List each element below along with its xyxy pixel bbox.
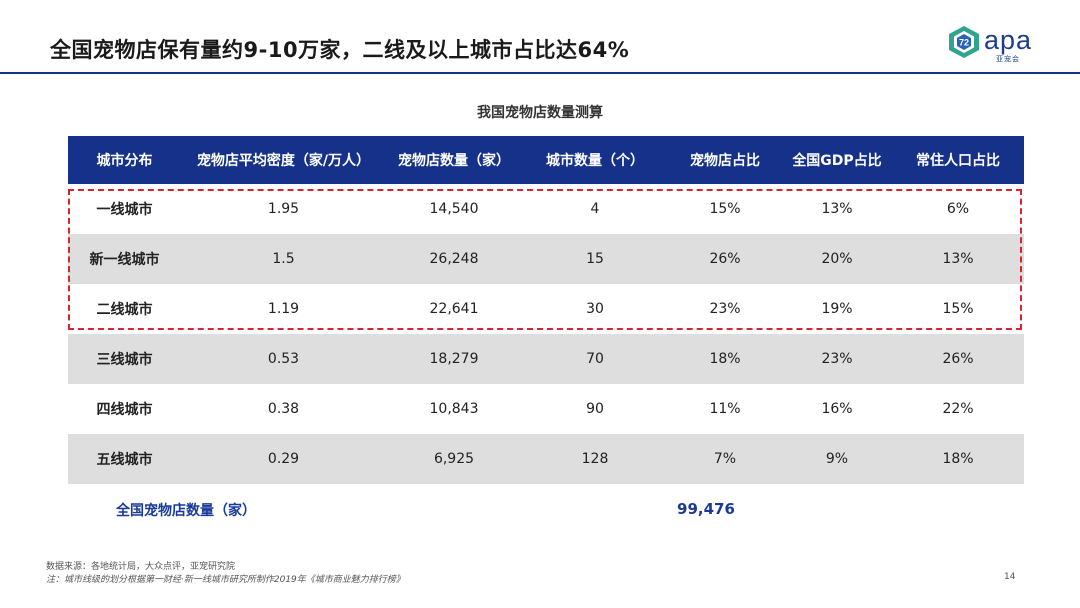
title-rule [0,72,1080,74]
table-row: 五线城市 0.29 6,925 128 7% 9% 18% [68,434,1024,484]
gdp-share-cell: 9% [782,434,892,484]
density-cell: 1.95 [267,201,300,217]
density-cell: 0.38 [267,401,300,417]
apa-logo: 72 apa 亚宠会 [946,24,1046,64]
population-share-cell: 6% [946,201,970,217]
store-share-cell: 11% [709,401,741,417]
table-row: 一线城市 1.95 14,540 4 15% 13% 6% [68,184,1024,234]
header-cell: 城市数量（个） [522,136,668,184]
table-row: 新一线城市 1.5 26,248 15 26% 20% 13% [68,234,1024,284]
store-count-cell: 14,540 [429,201,479,217]
city-tier-cell: 二线城市 [96,302,153,318]
slide-title: 全国宠物店保有量约9-10万家，二线及以上城市占比达64% [50,38,630,62]
gdp-share-cell: 23% [782,334,892,384]
store-share-cell: 15% [709,201,741,217]
store-count-cell: 18,279 [386,334,522,384]
gdp-share-cell: 16% [821,401,853,417]
header-cell: 宠物店数量（家） [386,136,522,184]
pet-store-table: 城市分布 宠物店平均密度（家/万人） 宠物店数量（家） 城市数量（个） 宠物店占… [68,136,1024,484]
city-tier-cell: 三线城市 [68,334,181,384]
logo-subtext: 亚宠会 [996,55,1020,63]
page-number: 14 [1004,572,1016,582]
store-count-cell: 6,925 [386,434,522,484]
header-cell: 全国GDP占比 [782,136,892,184]
city-count-cell: 30 [586,301,604,317]
population-share-cell: 13% [892,234,1024,284]
city-count-cell: 90 [586,401,604,417]
city-count-cell: 15 [522,234,668,284]
header-cell: 宠物店平均密度（家/万人） [181,136,386,184]
gdp-share-cell: 13% [821,201,853,217]
table-row: 二线城市 1.19 22,641 30 23% 19% 15% [68,284,1024,334]
table-row: 三线城市 0.53 18,279 70 18% 23% 26% [68,334,1024,384]
density-cell: 1.19 [267,301,300,317]
table-title: 我国宠物店数量测算 [477,105,603,121]
total-value: 99,476 [677,500,735,518]
density-cell: 0.29 [181,434,386,484]
source-footnote: 数据来源：各地统计局，大众点评，亚宠研究院 [46,562,236,572]
header-cell: 城市分布 [68,136,181,184]
highlight-dashed-box [68,189,1022,330]
table-header-row: 城市分布 宠物店平均密度（家/万人） 宠物店数量（家） 城市数量（个） 宠物店占… [68,136,1024,184]
gdp-share-cell: 20% [782,234,892,284]
population-share-cell: 22% [942,401,974,417]
store-share-cell: 26% [668,234,782,284]
city-tier-cell: 五线城市 [68,434,181,484]
apa-logo-icon: 72 [949,26,979,58]
gdp-share-cell: 19% [821,301,853,317]
density-cell: 0.53 [181,334,386,384]
store-count-cell: 26,248 [386,234,522,284]
city-count-cell: 128 [522,434,668,484]
city-tier-cell: 新一线城市 [68,234,181,284]
population-share-cell: 26% [892,334,1024,384]
store-share-cell: 7% [668,434,782,484]
header-cell: 宠物店占比 [668,136,782,184]
population-share-cell: 15% [942,301,974,317]
density-cell: 1.5 [181,234,386,284]
city-count-cell: 70 [522,334,668,384]
total-label: 全国宠物店数量（家） [116,503,256,519]
store-count-cell: 10,843 [429,401,479,417]
header-cell: 常住人口占比 [892,136,1024,184]
logo-text: apa [984,25,1033,55]
store-count-cell: 22,641 [429,301,479,317]
city-tier-cell: 一线城市 [96,202,153,218]
logo-mark-text: 72 [959,38,969,48]
store-share-cell: 23% [709,301,741,317]
store-share-cell: 18% [668,334,782,384]
city-count-cell: 4 [590,201,600,217]
population-share-cell: 18% [892,434,1024,484]
note-footnote: 注：城市线级的划分根据第一财经·新一线城市研究所制作2019年《城市商业魅力排行… [46,575,405,585]
city-tier-cell: 四线城市 [96,402,153,418]
table-row: 四线城市 0.38 10,843 90 11% 16% 22% [68,384,1024,434]
